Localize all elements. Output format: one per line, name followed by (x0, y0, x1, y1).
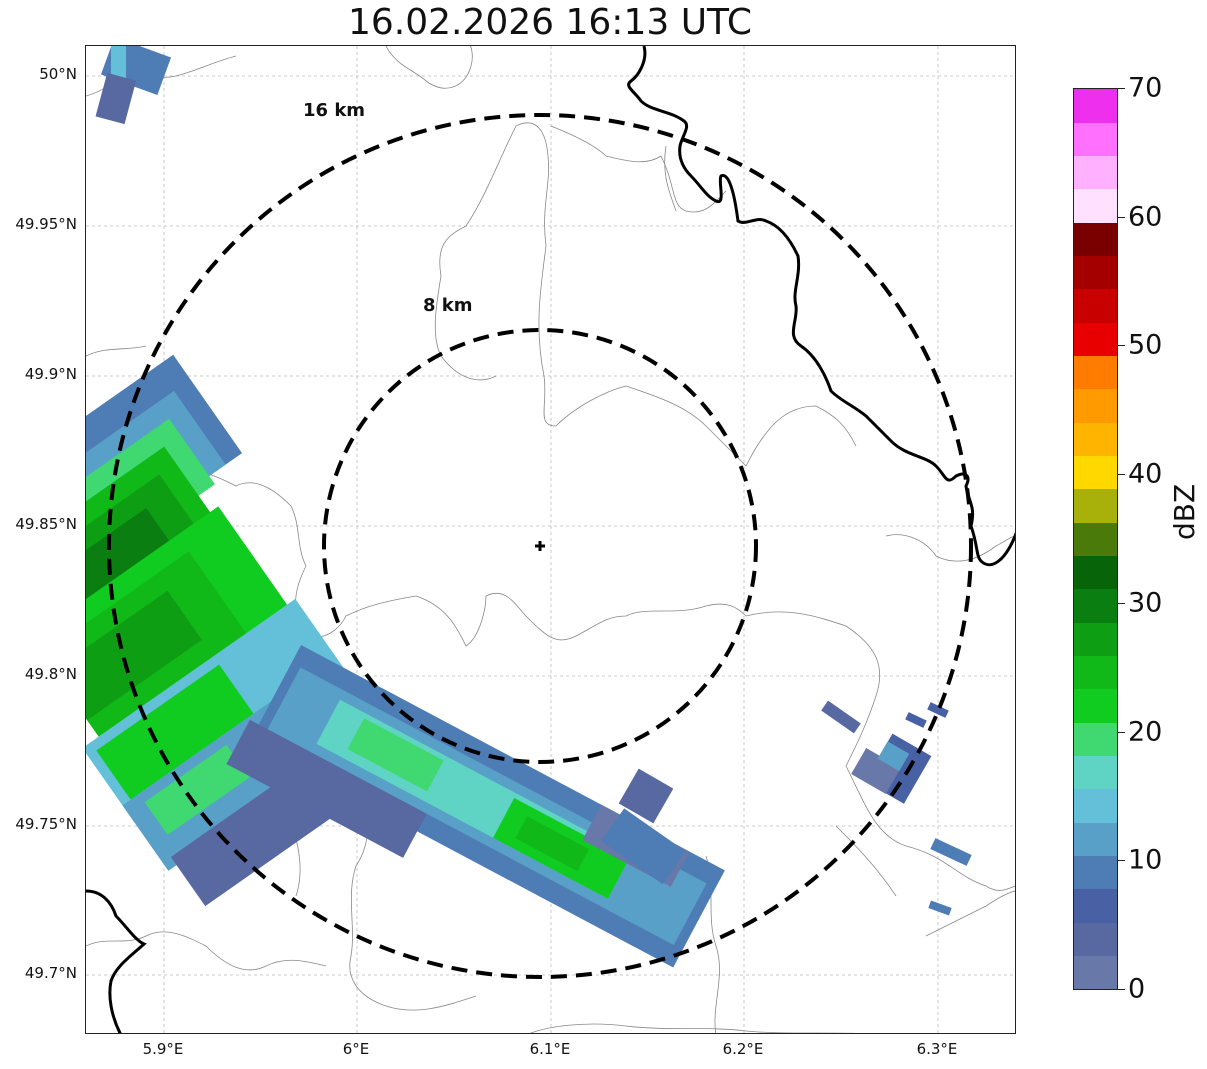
colorbar-tick-label: 10 (1128, 844, 1163, 876)
lat-tick-label: 49.75°N (15, 815, 77, 833)
colorbar-segment (1074, 355, 1117, 390)
colorbar-tick-label: 60 (1128, 201, 1163, 233)
colorbar-tick-mark (1118, 345, 1125, 347)
colorbar-tick-mark (1118, 602, 1125, 604)
colorbar-segment (1074, 422, 1117, 457)
colorbar-segment (1074, 655, 1117, 690)
colorbar-tick-mark (1118, 860, 1125, 862)
colorbar-segment (1074, 322, 1117, 357)
colorbar-segment (1074, 889, 1117, 923)
colorbar-tick-label: 30 (1128, 587, 1163, 619)
lat-tick-label: 50°N (39, 65, 77, 83)
radar-map-canvas (86, 46, 1015, 1033)
colorbar-segment (1074, 622, 1117, 657)
radar-map (85, 45, 1016, 1034)
lat-tick-label: 49.85°N (15, 515, 77, 533)
lon-tick-label: 5.9°E (142, 1040, 184, 1058)
radar-echo-south (226, 645, 725, 968)
colorbar-segment (1074, 522, 1117, 557)
colorbar-segment (1074, 255, 1117, 290)
colorbar-segment (1074, 689, 1117, 723)
lat-tick-label: 49.95°N (15, 215, 77, 233)
colorbar-segment (1074, 755, 1117, 790)
colorbar-segment (1074, 922, 1117, 957)
colorbar-tick-label: 50 (1128, 329, 1163, 361)
colorbar-tick-label: 0 (1128, 973, 1146, 1005)
country-borders (86, 46, 1015, 1033)
colorbar-segment (1074, 89, 1117, 123)
colorbar-segment (1074, 955, 1117, 990)
colorbar-tick-label: 20 (1128, 716, 1163, 748)
lat-tick-label: 49.9°N (24, 365, 77, 383)
colorbar-segment (1074, 155, 1117, 190)
lat-tick-label: 49.7°N (24, 964, 77, 982)
colorbar-segment (1074, 589, 1117, 623)
colorbar-segment (1074, 789, 1117, 823)
colorbar-segment (1074, 722, 1117, 757)
lon-tick-label: 6.3°E (916, 1040, 958, 1058)
range-ring-8km (322, 328, 758, 764)
dbz-colorbar (1073, 88, 1118, 990)
range-label-8km: 8 km (423, 295, 473, 316)
radar-echo-northwest (95, 46, 172, 125)
colorbar-segment (1074, 289, 1117, 323)
radar-echo-east (601, 700, 972, 916)
range-label-16km: 16 km (303, 100, 366, 121)
colorbar-tick-mark (1118, 88, 1125, 89)
colorbar-segment (1074, 122, 1117, 157)
lon-tick-label: 6°E (342, 1040, 370, 1058)
colorbar-segment (1074, 489, 1117, 523)
colorbar-tick-label: 40 (1128, 458, 1163, 490)
colorbar-segment (1074, 822, 1117, 857)
colorbar-segment (1074, 855, 1117, 890)
colorbar-tick-mark (1118, 731, 1125, 733)
colorbar-tick-mark (1118, 989, 1125, 990)
lat-tick-label: 49.8°N (24, 665, 77, 683)
colorbar-segment (1074, 389, 1117, 423)
map-title: 16.02.2026 16:13 UTC (347, 2, 753, 43)
colorbar-segment (1074, 555, 1117, 590)
lon-tick-label: 6.2°E (722, 1040, 764, 1058)
colorbar-segment (1074, 222, 1117, 257)
colorbar-segment (1074, 189, 1117, 223)
colorbar-tick-label: 70 (1128, 72, 1163, 104)
colorbar-tick-mark (1118, 216, 1125, 218)
colorbar-segment (1074, 455, 1117, 490)
lon-tick-label: 6.1°E (529, 1040, 571, 1058)
radar-site-marker (535, 541, 545, 551)
colorbar-label: dBZ (1168, 483, 1201, 540)
range-ring-16km (107, 113, 973, 979)
colorbar-tick-mark (1118, 474, 1125, 476)
